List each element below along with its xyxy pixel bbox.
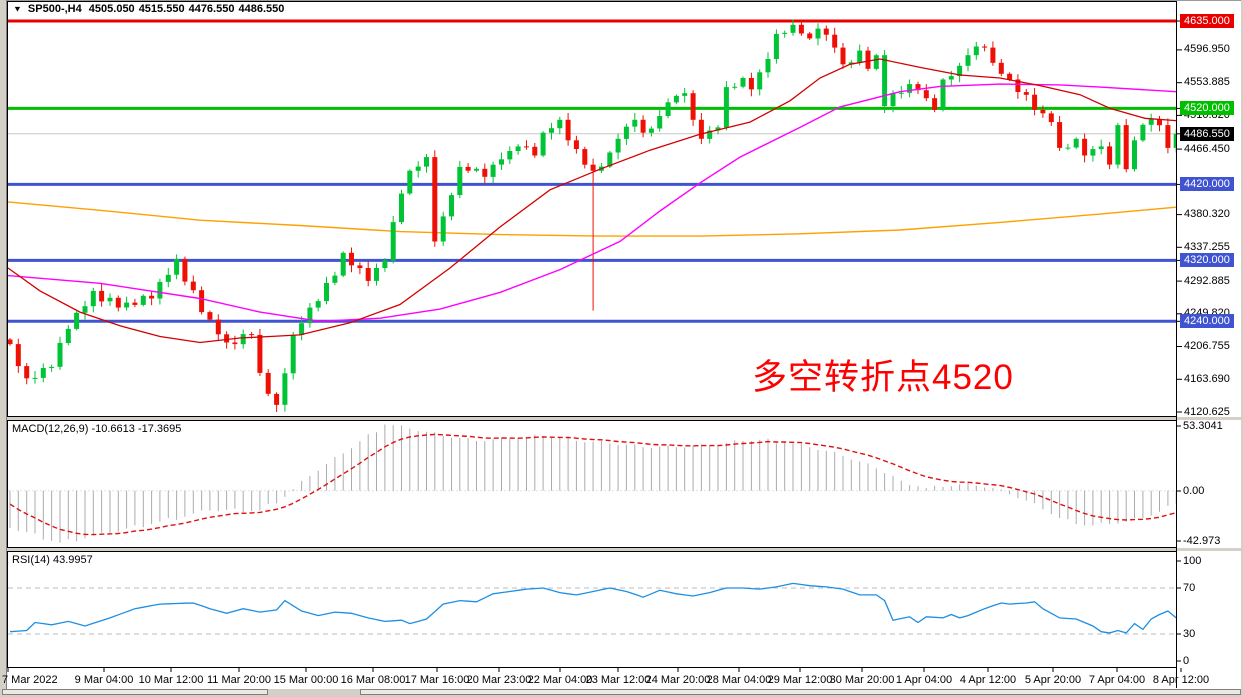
- price-label: 4120.625: [1184, 405, 1230, 418]
- left-splitter-strip[interactable]: [0, 0, 7, 697]
- indicator-axis-label: 0.00: [1183, 484, 1205, 497]
- indicator-axis-label: -42.973: [1183, 534, 1221, 547]
- time-label: 7 Apr 04:00: [1088, 674, 1146, 686]
- price-label: 4163.690: [1184, 372, 1230, 385]
- main-plot[interactable]: [8, 19, 1179, 413]
- rsi-indicator-label: RSI(14) 43.9957: [12, 554, 93, 566]
- indicator-axis-label: 0: [1183, 654, 1190, 667]
- time-label: 30 Mar 20:00: [829, 674, 895, 686]
- price-level-badge: 4240.000: [1180, 314, 1234, 329]
- price-label: 4466.450: [1184, 142, 1230, 155]
- price-level-badge: 4635.000: [1180, 14, 1234, 28]
- time-label: 8 Apr 12:00: [1152, 674, 1210, 686]
- ohlc-open: 4505.050: [88, 3, 135, 15]
- price-label: 4553.885: [1184, 76, 1230, 89]
- time-label: 20 Mar 23:00: [466, 674, 532, 686]
- indicator-axis-label: 70: [1183, 581, 1196, 594]
- candlestick-series: [8, 19, 1176, 412]
- time-label: 28 Mar 04:00: [706, 674, 772, 686]
- window-top-border: [0, 0, 1243, 1]
- indicator-axis-label: 100: [1183, 554, 1202, 567]
- price-label: 4380.320: [1184, 208, 1230, 221]
- time-label: 5 Apr 20:00: [1024, 674, 1082, 686]
- time-label: 1 Apr 04:00: [895, 674, 953, 686]
- price-label: 4292.885: [1184, 274, 1230, 287]
- price-label: 4206.755: [1184, 340, 1230, 353]
- time-label: 4 Apr 12:00: [959, 674, 1017, 686]
- collapse-triangle-icon[interactable]: ▼: [13, 4, 22, 14]
- macd-indicator-label: MACD(12,26,9) -10.6613 -17.3695: [12, 423, 182, 435]
- panel-borders: [7, 1, 1182, 688]
- symbol-period-label: SP500-,H4: [27, 3, 82, 15]
- price-level-badge: 4420.000: [1180, 177, 1234, 192]
- scrollbar-segment[interactable]: [2, 689, 268, 695]
- time-label: 15 Mar 00:00: [273, 674, 339, 686]
- time-label: 16 Mar 08:00: [340, 674, 406, 686]
- indicator-axis-label: 53.3041: [1183, 419, 1223, 432]
- time-label: 23 Mar 12:00: [585, 674, 651, 686]
- price-label: 4337.255: [1184, 240, 1230, 253]
- window-right-border: [1241, 0, 1243, 697]
- time-label: 22 Mar 04:00: [527, 674, 593, 686]
- bottom-scrollbar[interactable]: [0, 689, 1243, 697]
- time-label: 29 Mar 12:00: [767, 674, 833, 686]
- turning-point-annotation: 多空转折点4520: [752, 358, 1014, 397]
- chart-title-bar: ▼ SP500-,H4 4505.050 4515.550 4476.550 4486.…: [13, 3, 288, 15]
- price-label: 4596.950: [1184, 43, 1230, 56]
- price-level-badge: 4520.000: [1180, 101, 1234, 116]
- scrollbar-segment[interactable]: [360, 689, 1241, 695]
- time-label: 11 Mar 20:00: [206, 674, 271, 686]
- time-label: 10 Mar 12:00: [138, 674, 204, 686]
- ohlc-close: 4486.550: [238, 3, 285, 15]
- price-level-badge: 4320.000: [1180, 253, 1234, 268]
- macd-plot: [8, 424, 1176, 543]
- rsi-plot: [8, 582, 1176, 635]
- time-label: 17 Mar 16:00: [404, 674, 470, 686]
- indicator-axis-label: 30: [1183, 627, 1196, 640]
- time-label: 7 Mar 2022: [2, 674, 58, 686]
- ohlc-high: 4515.550: [138, 3, 185, 15]
- time-label: 24 Mar 20:00: [645, 674, 711, 686]
- ohlc-low: 4476.550: [188, 3, 235, 15]
- time-label: 9 Mar 04:00: [74, 674, 134, 686]
- price-level-badge: 4486.550: [1180, 126, 1234, 141]
